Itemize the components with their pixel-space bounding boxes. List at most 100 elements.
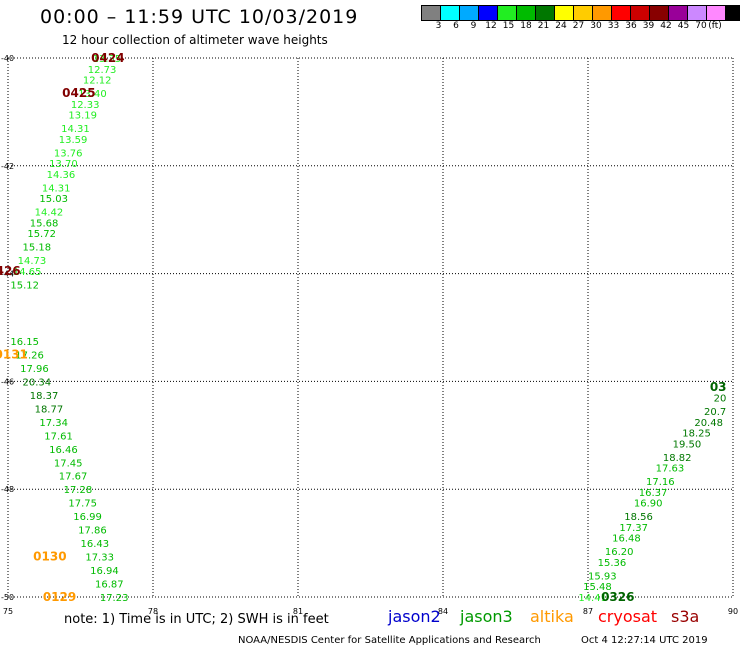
swh-value-label: 15.93	[588, 571, 617, 582]
colorbar-label: 33	[607, 21, 620, 31]
swh-value-label: 17.63	[656, 464, 685, 475]
pass-time-label: 0131	[0, 347, 28, 361]
colorbar-label: 15	[502, 21, 515, 31]
lat-tick-label: -44	[1, 270, 14, 279]
swh-value-label: 17.61	[44, 431, 73, 442]
swh-value-label: 16.43	[81, 539, 110, 550]
lat-tick-label: -50	[1, 593, 14, 602]
legend-jason2: jason2	[388, 607, 441, 626]
swh-value-label: 13.19	[68, 111, 97, 122]
page-subtitle: 12 hour collection of altimeter wave hei…	[62, 33, 328, 47]
swh-value-label: 18.25	[682, 429, 711, 440]
colorbar-label: 24	[555, 21, 567, 31]
colorbar-label: 36	[625, 21, 637, 31]
lon-tick-label: 78	[148, 607, 158, 616]
pass-time-label: 0129	[43, 590, 76, 604]
colorbar-label: (ft)	[708, 21, 722, 31]
colorbar-label: 3	[435, 21, 442, 31]
swh-value-label: 13.76	[54, 148, 83, 159]
lat-tick-label: -40	[1, 54, 14, 63]
swh-value-label: 17.67	[59, 472, 88, 483]
swh-value-label: 15.03	[39, 194, 68, 205]
swh-value-label: 16.46	[49, 445, 78, 456]
colorbar-swatch	[725, 5, 740, 21]
footer-generated-time: Oct 4 12:27:14 UTC 2019	[581, 635, 708, 646]
swh-value-label: 13.35	[93, 54, 122, 65]
colorbar-label: 12	[485, 21, 497, 31]
swh-value-label: 15.36	[598, 558, 627, 569]
swh-value-label: 17.34	[39, 418, 68, 429]
swh-value-label: 16.48	[612, 534, 641, 545]
swh-value-label: 14.42	[35, 208, 64, 219]
swh-value-label: 17.26	[15, 350, 44, 361]
swh-value-label: 15.12	[10, 280, 39, 291]
swh-value-label: 20.48	[694, 418, 723, 429]
colorbar-label: 6	[453, 21, 459, 31]
swh-value-label: 14.41	[578, 593, 607, 604]
swh-value-label: 19.50	[673, 439, 702, 450]
legend-cryosat: cryosat	[598, 607, 658, 626]
swh-value-label: 20.34	[23, 377, 52, 388]
colorbar-label: 39	[642, 21, 655, 31]
legend-jason3: jason3	[460, 607, 513, 626]
swh-value-label: 14.31	[42, 183, 71, 194]
pass-time-label: 0426	[0, 264, 21, 278]
swh-value-label: 17.86	[78, 526, 107, 537]
swh-value-label: 14.36	[47, 170, 76, 181]
swh-value-label: 13.40	[78, 89, 107, 100]
colorbar-label: 21	[537, 21, 550, 31]
lat-tick-label: -46	[1, 377, 14, 386]
swh-value-label: 17.23	[100, 593, 129, 604]
swh-value-label: 14.73	[18, 256, 47, 267]
swh-value-label: 17.96	[20, 364, 49, 375]
colorbar	[421, 5, 740, 21]
swh-value-label: 15.72	[27, 229, 56, 240]
lon-tick-label: 81	[293, 607, 303, 616]
swh-value-label: 14.65	[13, 267, 42, 278]
colorbar-label: 9	[470, 21, 477, 31]
swh-value-label: 17.75	[68, 499, 97, 510]
swh-value-label: 16.99	[73, 512, 102, 523]
pass-time-label: 0130	[33, 550, 66, 564]
swh-value-label: 17.37	[619, 523, 648, 534]
swh-value-label: 13.59	[59, 135, 88, 146]
swh-value-label: 18.82	[663, 453, 692, 464]
lat-tick-label: -42	[1, 162, 14, 171]
footer-credit: NOAA/NESDIS Center for Satellite Applica…	[238, 635, 541, 646]
swh-value-label: 18.56	[624, 512, 653, 523]
swh-value-label: 15.68	[30, 218, 59, 229]
pass-time-label: 0326	[601, 590, 634, 604]
swh-value-label: 12.33	[71, 100, 100, 111]
colorbar-label: 45	[677, 21, 690, 31]
lon-tick-label: 87	[583, 607, 593, 616]
colorbar-labels: 3 6 9 12 15 18 21 24 27 30 33 36 39 42 45 70 (ft)	[421, 21, 740, 33]
swh-value-label: 16.37	[639, 488, 668, 499]
lon-tick-label: 75	[3, 607, 13, 616]
swh-value-label: 18.77	[35, 404, 64, 415]
lon-tick-label: 84	[438, 607, 448, 616]
legend-s3a: s3a	[671, 607, 700, 626]
swh-value-label: 12.73	[88, 65, 117, 76]
colorbar-label: 30	[590, 21, 602, 31]
swh-value-label: 20	[714, 394, 727, 405]
colorbar-label: 18	[520, 21, 532, 31]
colorbar-label: 70	[695, 21, 707, 31]
swh-value-label: 14.31	[61, 124, 90, 135]
page-title: 00:00 – 11:59 UTC 10/03/2019	[40, 6, 359, 28]
swh-value-label: 17.28	[64, 485, 93, 496]
footer-note: note: 1) Time is in UTC; 2) SWH is in fe…	[64, 612, 329, 627]
swh-value-label: 17.45	[54, 458, 83, 469]
swh-value-label: 17.33	[85, 553, 114, 564]
swh-value-label: 12.12	[83, 76, 112, 87]
lat-tick-label: -48	[1, 485, 14, 494]
colorbar-label: 42	[660, 21, 672, 31]
swh-value-label: 20.7	[704, 407, 726, 418]
swh-value-label: 16.94	[90, 566, 119, 577]
pass-time-label: 0424	[91, 51, 124, 65]
swh-value-label: 15.18	[23, 243, 52, 254]
swh-value-label: 16.87	[95, 580, 124, 591]
swh-value-label: 16.15	[10, 337, 39, 348]
swh-value-label: 16.90	[634, 499, 663, 510]
swh-value-label: 16.20	[605, 547, 634, 558]
